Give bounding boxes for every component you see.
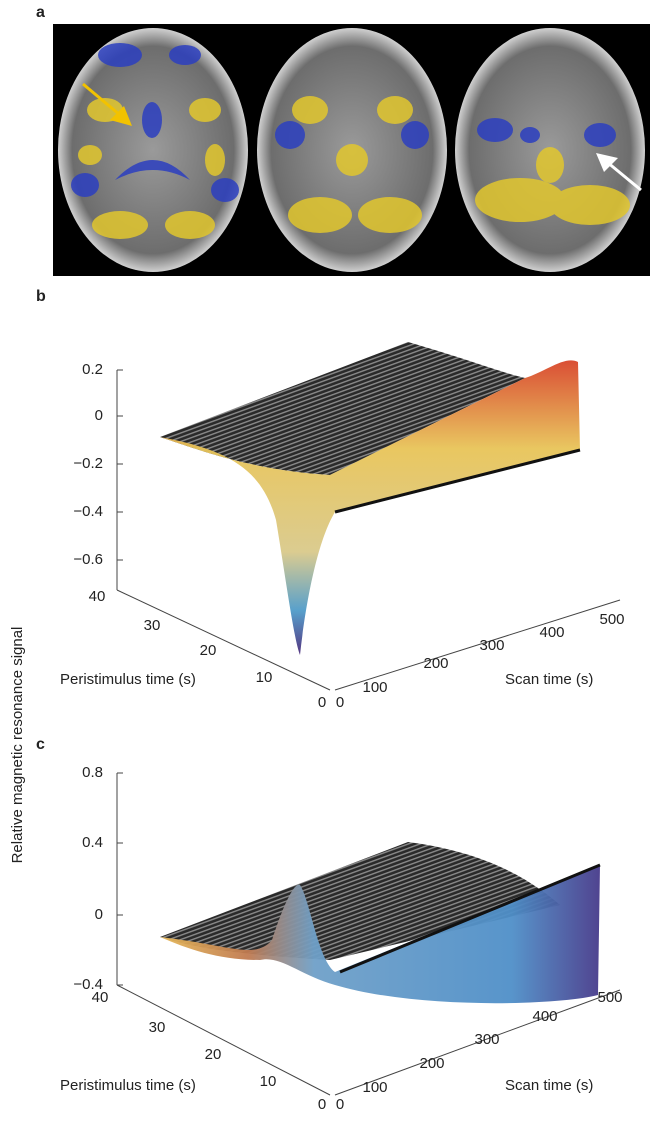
y-tick-label: 0 (95, 407, 103, 424)
scan-tick-label: 100 (362, 679, 387, 696)
axis-line (116, 984, 331, 1096)
brain-slices (58, 28, 645, 272)
y-tick-label: 0.2 (82, 361, 103, 378)
scan-tick-label: 500 (599, 611, 624, 628)
y-tick-label: 0.8 (82, 764, 103, 781)
axis-label: Scan time (s) (505, 671, 593, 688)
peristimulus-tick-label: 0 (318, 1096, 326, 1113)
peristimulus-tick-label: 20 (200, 642, 217, 659)
scan-tick-label: 400 (539, 624, 564, 641)
y-axis-label: Relative magnetic resonance signal (9, 627, 26, 864)
surface (160, 342, 581, 655)
axis-line (116, 589, 331, 691)
surface (160, 842, 601, 1004)
scan-tick-label: 0 (336, 694, 344, 711)
peristimulus-tick-label: 30 (144, 617, 161, 634)
axis-label: Peristimulus time (s) (60, 1077, 196, 1094)
peristimulus-tick-label: 30 (149, 1019, 166, 1036)
peristimulus-tick-label: 10 (260, 1073, 277, 1090)
scan-tick-label: 200 (419, 1055, 444, 1072)
axis-label: Scan time (s) (505, 1077, 593, 1094)
peristimulus-tick-label: 0 (318, 694, 326, 711)
scan-tick-label: 300 (479, 637, 504, 654)
scan-tick-label: 0 (336, 1096, 344, 1113)
scan-tick-label: 400 (532, 1008, 557, 1025)
axis-line (334, 599, 621, 691)
scan-tick-label: 300 (474, 1031, 499, 1048)
y-tick-label: −0.2 (73, 455, 103, 472)
y-tick-label: −0.4 (73, 976, 103, 993)
y-tick-label: −0.4 (73, 503, 103, 520)
axis-line (334, 989, 621, 1096)
peristimulus-tick-label: 40 (89, 588, 106, 605)
panel-label: a (36, 4, 45, 21)
scan-tick-label: 100 (362, 1079, 387, 1096)
y-tick-label: 0.4 (82, 834, 103, 851)
y-tick-label: 0 (95, 906, 103, 923)
peristimulus-tick-label: 40 (92, 989, 109, 1006)
panel-label: c (36, 736, 45, 753)
peristimulus-tick-label: 20 (205, 1046, 222, 1063)
axis-label: Peristimulus time (s) (60, 671, 196, 688)
y-tick-label: −0.6 (73, 551, 103, 568)
panel-label: b (36, 288, 46, 305)
scan-tick-label: 500 (597, 989, 622, 1006)
peristimulus-tick-label: 10 (256, 669, 273, 686)
scan-tick-label: 200 (423, 655, 448, 672)
